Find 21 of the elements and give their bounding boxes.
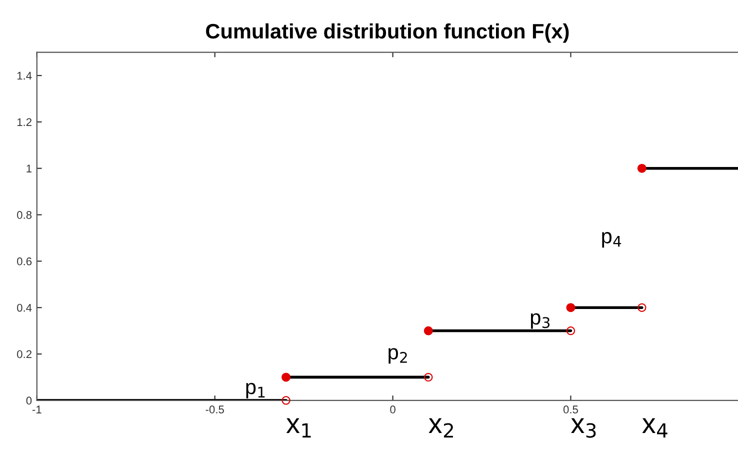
y-tick-label: 0.2 — [17, 350, 32, 358]
y-tick-label: 1 — [26, 164, 32, 172]
y-tick-label: 0.8 — [17, 211, 32, 219]
annotation: p$_{2}$ — [388, 348, 407, 364]
chart-title: Cumulative distribution function F(x) — [206, 23, 569, 43]
y-tick-label: 0.6 — [17, 257, 32, 266]
text: x$_{3}$ — [571, 418, 596, 438]
annotation: p$_{3}$ — [530, 313, 550, 329]
y-tick-label: 0.4 — [17, 304, 32, 312]
x-tick-label: 0.5 — [563, 406, 578, 414]
text: x$_{1}$ — [286, 418, 311, 438]
y-tick-label: 0 — [26, 396, 32, 405]
text: x$_{2}$ — [428, 418, 453, 438]
x-tick-label: 0 — [390, 406, 396, 414]
x-tick-label: -1 — [32, 406, 42, 414]
y-tick-label: 1.4 — [17, 72, 32, 80]
annotation: p$_{1}$ — [246, 382, 265, 398]
text: x$_{4}$ — [642, 418, 668, 438]
annotation: p$_{4}$ — [602, 232, 622, 248]
x-tick-label: -0.5 — [206, 406, 224, 414]
y-tick-label: 1.2 — [17, 118, 32, 126]
